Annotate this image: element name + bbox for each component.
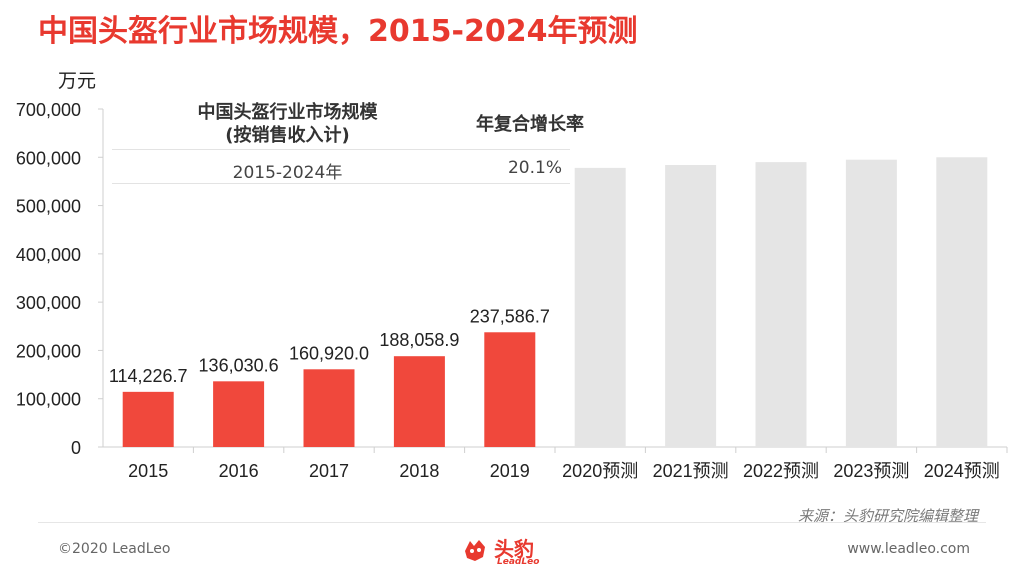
data-label: 160,920.0 — [289, 343, 369, 363]
data-label: 136,030.6 — [199, 355, 279, 375]
y-tick-label: 700,000 — [16, 100, 81, 120]
y-tick-label: 0 — [71, 438, 81, 458]
table-divider-bottom — [112, 183, 570, 184]
table-header-basis: (按销售收入计) — [225, 125, 350, 146]
bar-forecast — [574, 167, 626, 447]
data-label: 114,226.7 — [109, 366, 188, 386]
x-tick-label: 2017 — [309, 461, 349, 481]
bar-actual — [122, 391, 174, 447]
table-divider-top — [112, 149, 570, 150]
y-axis-unit: 万元 — [58, 70, 97, 92]
logo-text-en: LeadLeo — [497, 557, 540, 567]
x-tick-label: 2016 — [219, 461, 259, 481]
bar-forecast — [936, 157, 988, 448]
x-tick-label: 2020预测 — [562, 461, 638, 481]
bar-actual — [303, 369, 355, 447]
x-tick-label: 2018 — [399, 461, 439, 481]
x-tick-label: 2019 — [490, 461, 530, 481]
y-tick-label: 100,000 — [16, 390, 81, 410]
table-header-cagr: 年复合增长率 — [476, 114, 584, 135]
leadleo-logo: 头豹 LeadLeo — [462, 531, 572, 571]
x-tick-label: 2024预测 — [924, 461, 1000, 481]
x-tick-label: 2023预测 — [833, 461, 909, 481]
bar-actual — [393, 356, 445, 447]
y-tick-label: 600,000 — [16, 148, 81, 168]
logo-text-cn: 头豹 — [494, 537, 534, 561]
y-tick-label: 300,000 — [16, 293, 81, 313]
website-link[interactable]: www.leadleo.com — [847, 541, 970, 557]
bar-forecast — [755, 162, 807, 447]
table-period: 2015-2024年 — [232, 163, 343, 183]
x-tick-label: 2022预测 — [743, 461, 819, 481]
x-tick-label: 2015 — [128, 461, 168, 481]
leopard-head-icon — [465, 540, 485, 561]
y-tick-label: 500,000 — [16, 197, 81, 217]
y-tick-label: 200,000 — [16, 341, 81, 361]
bar-forecast — [665, 165, 717, 448]
data-label: 188,058.9 — [379, 330, 459, 350]
y-tick-label: 400,000 — [16, 245, 81, 265]
page-title: 中国头盔行业市场规模，2015-2024年预测 — [38, 14, 638, 49]
table-header-market-size: 中国头盔行业市场规模 — [197, 102, 378, 123]
table-cagr-value: 20.1% — [507, 158, 562, 178]
footer-divider — [38, 522, 986, 523]
data-label: 237,586.7 — [470, 306, 550, 326]
source-note: 来源：头豹研究院编辑整理 — [797, 507, 978, 525]
copyright: ©2020 LeadLeo — [58, 541, 171, 557]
bar-actual — [213, 381, 265, 447]
x-tick-label: 2021预测 — [653, 461, 729, 481]
bar-forecast — [845, 159, 897, 447]
bar-actual — [484, 332, 536, 447]
